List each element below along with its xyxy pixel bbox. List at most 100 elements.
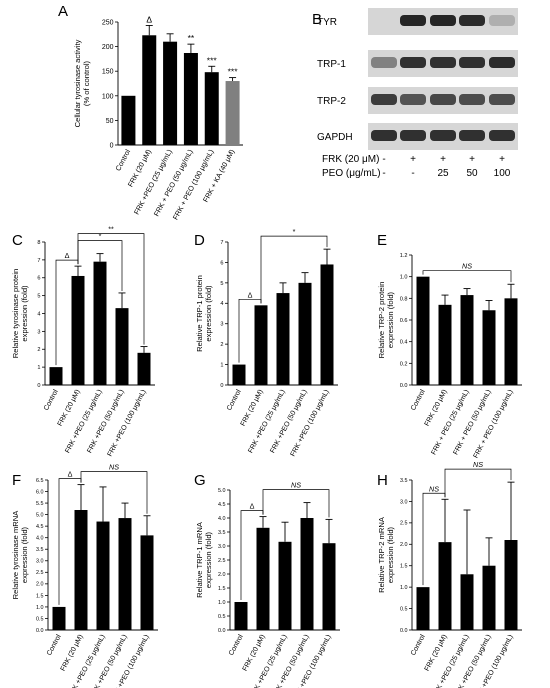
blot-band [459, 15, 485, 26]
y-axis-label: Relative tyrosinase proteinexpression (f… [11, 269, 29, 358]
bar [93, 261, 107, 385]
y-axis-label-line: expression (fold) [20, 526, 29, 583]
y-axis-label: Relative TRP-1 proteinexpression (fold) [195, 275, 213, 352]
treatment-value: + [499, 154, 505, 165]
category-label: FRK (20 μM) [60, 634, 85, 673]
y-tick-label: 5 [220, 281, 223, 287]
y-tick-label: 1.5 [36, 593, 44, 599]
y-tick-label: 4.0 [36, 536, 44, 542]
bar [115, 308, 129, 385]
panel-d: D Relative TRP-1 proteinexpression (fold)… [194, 227, 338, 458]
y-axis-label-line: (% of control) [82, 60, 91, 106]
y-axis-label-line: Relative TRP-1 mRNA [195, 521, 204, 598]
category-label: FRK (20 μM) [424, 389, 449, 428]
significance-bracket [422, 270, 512, 283]
bar [416, 276, 430, 385]
y-tick-label: 0 [37, 383, 40, 389]
blot-band [459, 130, 485, 141]
y-tick-label: 0.0 [400, 628, 408, 634]
bar [225, 81, 240, 145]
panel-letter: A [58, 3, 68, 20]
y-axis-label: Relative TRP-1 mRNAexpression (fold) [195, 521, 213, 598]
y-tick-label: 6 [220, 260, 223, 266]
significance-label: * [293, 227, 296, 236]
bar [416, 587, 430, 630]
y-tick-label: 2 [220, 342, 223, 348]
y-tick-label: 100 [102, 93, 114, 100]
blot-band [371, 94, 397, 105]
treatment-value: - [382, 168, 385, 179]
category-label: Control [43, 388, 60, 412]
y-tick-label: 0.6 [400, 318, 408, 324]
y-tick-label: 7 [37, 258, 40, 264]
significance-bracket [444, 468, 512, 498]
bar [140, 535, 154, 630]
y-tick-label: 3.5 [218, 530, 226, 536]
y-tick-label: 0.4 [400, 340, 408, 346]
panel-letter: H [377, 472, 388, 489]
treatment-label: PEO (μg/mL) [322, 168, 381, 179]
blot-band [459, 57, 485, 68]
bar [322, 543, 336, 630]
panel-h: H Relative TRP-2 mRNAexpression (fold) 0.0… [377, 460, 522, 688]
y-tick-label: 2.5 [400, 521, 408, 527]
y-tick-label: 4.5 [36, 524, 44, 530]
y-tick-label: 5 [37, 294, 40, 300]
bar [278, 541, 292, 630]
y-tick-label: 4 [37, 311, 40, 317]
category-label: Control [410, 388, 427, 412]
y-axis-label-line: expression (fold) [204, 285, 213, 342]
y-tick-label: 150 [102, 69, 114, 76]
y-tick-label: 0.2 [400, 361, 408, 367]
bar [300, 518, 314, 630]
y-tick-label: 1 [220, 363, 223, 369]
blot-band [489, 57, 515, 68]
treatment-value: 25 [437, 168, 449, 179]
y-tick-label: 0.5 [218, 614, 226, 620]
blot-band [400, 15, 426, 26]
treatment-value: + [469, 154, 475, 165]
y-tick-label: 2 [37, 347, 40, 353]
y-axis-label: Cellular tyrosinase activity(% of contro… [73, 39, 91, 127]
y-axis-label-line: Cellular tyrosinase activity [73, 39, 82, 127]
blot-band [371, 57, 397, 68]
panel-e: E Relative TRP-2 proteinexpression (fold)… [377, 232, 522, 460]
y-axis-label-line: Relative TRP-2 mRNA [377, 516, 386, 593]
bar [52, 606, 66, 630]
significance-mark: ** [188, 33, 195, 43]
bar [460, 574, 474, 630]
y-tick-label: 6.0 [36, 489, 44, 495]
category-label: FRK (20 μM) [242, 634, 267, 673]
treatment-value: 100 [494, 168, 511, 179]
blot-band [400, 130, 426, 141]
y-tick-label: 0 [220, 383, 223, 389]
significance-label: Δ [248, 290, 253, 299]
y-tick-label: 0.5 [400, 606, 408, 612]
bar [254, 305, 268, 385]
y-tick-label: 0.0 [36, 628, 44, 634]
panel-letter: F [12, 472, 21, 489]
significance-label: NS [462, 262, 472, 271]
y-tick-label: 3.0 [400, 499, 408, 505]
bar [256, 527, 270, 630]
band-label: TYR [317, 17, 337, 28]
y-tick-label: 1.0 [400, 275, 408, 281]
y-tick-label: 2.0 [218, 572, 226, 578]
category-label: FRK + PEO (100 μg/mL) [473, 389, 515, 460]
y-tick-label: 5.0 [218, 488, 226, 494]
y-axis-label-line: Relative tyrosinase mRNA [11, 510, 20, 600]
y-axis-label-line: expression (fold) [20, 285, 29, 342]
category-label: Control [113, 147, 132, 172]
category-label: FRK (20 μM) [57, 389, 82, 428]
category-label: Control [226, 388, 243, 412]
y-tick-label: 3 [37, 329, 40, 335]
y-tick-label: 0.8 [400, 296, 408, 302]
bar [320, 264, 334, 385]
panel-c: C Relative tyrosinase proteinexpression (… [11, 225, 155, 458]
panel-g: G Relative TRP-1 mRNAexpression (fold) 0.0… [194, 472, 340, 688]
y-tick-label: 1.5 [400, 564, 408, 570]
bar [232, 364, 246, 385]
panel-letter: C [12, 232, 23, 249]
panel-letter: G [194, 472, 206, 489]
